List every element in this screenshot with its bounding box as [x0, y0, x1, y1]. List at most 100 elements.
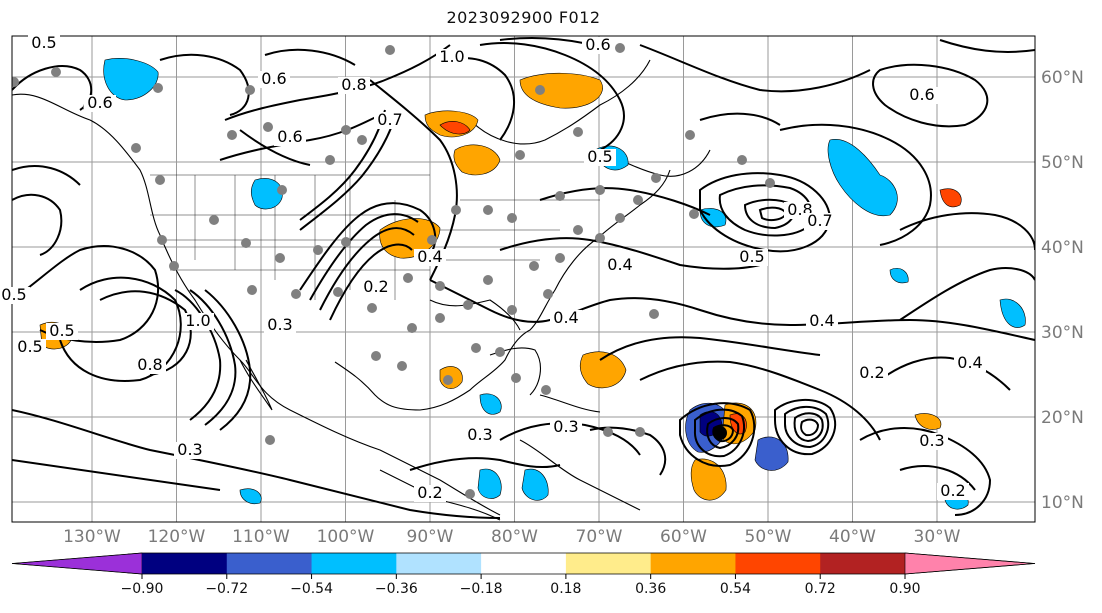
- longitude-label: 30°W: [914, 527, 961, 547]
- contour-lines: [12, 37, 1035, 519]
- contour-label: 0.2: [940, 481, 965, 500]
- latitude-label: 30°N: [1041, 323, 1084, 343]
- colorbar-swatch: [481, 553, 567, 574]
- political-borders: [150, 174, 600, 300]
- contour-label: 0.5: [1, 285, 26, 304]
- contour-label-bg: [937, 483, 969, 500]
- contour-label-bg: [906, 87, 938, 104]
- contour-label-bg: [464, 427, 496, 444]
- contour-label-bg: [258, 71, 290, 88]
- contour-label: 0.4: [553, 308, 578, 327]
- contour-label-bg: [46, 323, 78, 340]
- colorbar-swatch: [565, 553, 652, 574]
- contour-label: 0.6: [261, 69, 286, 88]
- shaded-field: [39, 58, 1026, 510]
- colorbar-tick-label: 0.90: [889, 581, 920, 597]
- contour-label-bg: [856, 365, 888, 382]
- longitude-label: 60°W: [660, 527, 707, 547]
- contour-label: 0.4: [417, 247, 442, 266]
- contour-label: 0.4: [957, 353, 982, 372]
- colorbar-swatch: [142, 553, 228, 574]
- contour-label: 0.6: [87, 93, 112, 112]
- contour-label-bg: [0, 287, 30, 304]
- latitude-label: 50°N: [1041, 153, 1084, 173]
- longitude-label: 110°W: [232, 527, 290, 547]
- contour-label-bg: [804, 213, 836, 230]
- colorbar-tick-label: 0.36: [635, 581, 666, 597]
- colorbar-min-extend: [11, 552, 143, 575]
- contour-label: 0.5: [587, 147, 612, 166]
- longitude-label: 80°W: [491, 527, 538, 547]
- longitude-label: 90°W: [407, 527, 454, 547]
- contour-label: 0.2: [363, 277, 388, 296]
- contour-label: 0.8: [341, 75, 366, 94]
- colorbar-swatch: [311, 553, 397, 574]
- contour-label-bg: [28, 35, 60, 52]
- colorbar-tick-label: −0.18: [460, 581, 503, 597]
- contour-label: 0.4: [809, 311, 834, 330]
- contour-label: 0.6: [585, 35, 610, 54]
- contour-label-bg: [604, 257, 636, 274]
- contour-label-bg: [264, 317, 296, 334]
- contour-label-bg: [174, 442, 206, 459]
- colorbar: −0.90 −0.72 −0.54 −0.36 −0.18 0.18 0.36 0.54 0.7…: [11, 552, 1036, 597]
- colorbar-tick-label: −0.90: [121, 581, 164, 597]
- contour-label: 0.5: [31, 33, 56, 52]
- latitude-label: 40°N: [1041, 238, 1084, 258]
- contour-label: 0.4: [607, 255, 632, 274]
- colorbar-swatch: [396, 553, 482, 574]
- map-title: 2023092900 F012: [446, 8, 601, 27]
- contour-label-bg: [582, 37, 614, 54]
- longitude-label: 70°W: [576, 527, 623, 547]
- latitude-label: 20°N: [1041, 408, 1084, 428]
- colorbar-swatch: [226, 553, 313, 574]
- contour-label-bg: [414, 485, 446, 502]
- latitude-label: 10°N: [1041, 493, 1084, 513]
- contour-label: 0.5: [49, 321, 74, 340]
- contour-label: 0.6: [277, 127, 302, 146]
- colorbar-tick-label: 0.54: [720, 581, 751, 597]
- contour-labels: 0.5 0.6 0.6 0.6 0.6 0.8 0.7 1.0 0.8 0.7 0.5 0.6 0.4 0…: [0, 33, 986, 502]
- colorbar-swatch: [820, 553, 906, 574]
- contour-label: 0.3: [553, 417, 578, 436]
- colorbar-swatch: [650, 553, 736, 574]
- longitude-label: 130°W: [63, 527, 121, 547]
- colorbar-tick-label: −0.36: [375, 581, 418, 597]
- contour-label-bg: [584, 149, 616, 166]
- contour-label-bg: [134, 357, 166, 374]
- contour-label: 0.3: [467, 425, 492, 444]
- contour-label: 1.0: [439, 47, 464, 66]
- contour-label-bg: [550, 419, 582, 436]
- contour-label: 0.3: [177, 440, 202, 459]
- contour-label-bg: [274, 129, 306, 146]
- map-frame: [11, 35, 1036, 523]
- contour-label: 0.3: [267, 315, 292, 334]
- contour-label-bg: [436, 49, 468, 66]
- contour-label: 0.8: [137, 355, 162, 374]
- contour-label-bg: [360, 279, 392, 296]
- contour-label-bg: [182, 313, 214, 330]
- contour-label-bg: [550, 310, 582, 327]
- longitude-label: 50°W: [745, 527, 792, 547]
- contour-label-bg: [414, 249, 446, 266]
- colorbar-tick-label: −0.72: [205, 581, 248, 597]
- contour-label: 0.6: [909, 85, 934, 104]
- colorbar-swatch: [735, 553, 821, 574]
- colorbar-tick-label: 0.72: [805, 581, 836, 597]
- contour-label-bg: [916, 433, 948, 450]
- contour-label: 0.2: [859, 363, 884, 382]
- latitude-labels: 60°N 50°N 40°N 30°N 20°N 10°N: [1041, 68, 1084, 513]
- contour-label: 0.3: [919, 431, 944, 450]
- longitude-labels: 130°W 120°W 110°W 100°W 90°W 80°W 70°W 60°W 50°W…: [63, 527, 961, 547]
- station-markers: [12, 43, 775, 499]
- latitude-label: 60°N: [1041, 68, 1084, 88]
- contour-label: 0.5: [739, 247, 764, 266]
- contour-label: 0.7: [807, 211, 832, 230]
- contour-label: 0.5: [17, 337, 42, 356]
- contour-label-bg: [338, 77, 370, 94]
- map-background: [12, 36, 1035, 522]
- storm-center-marker: [713, 426, 727, 440]
- contour-label: 0.2: [417, 483, 442, 502]
- colorbar-tick-label: 0.18: [550, 581, 581, 597]
